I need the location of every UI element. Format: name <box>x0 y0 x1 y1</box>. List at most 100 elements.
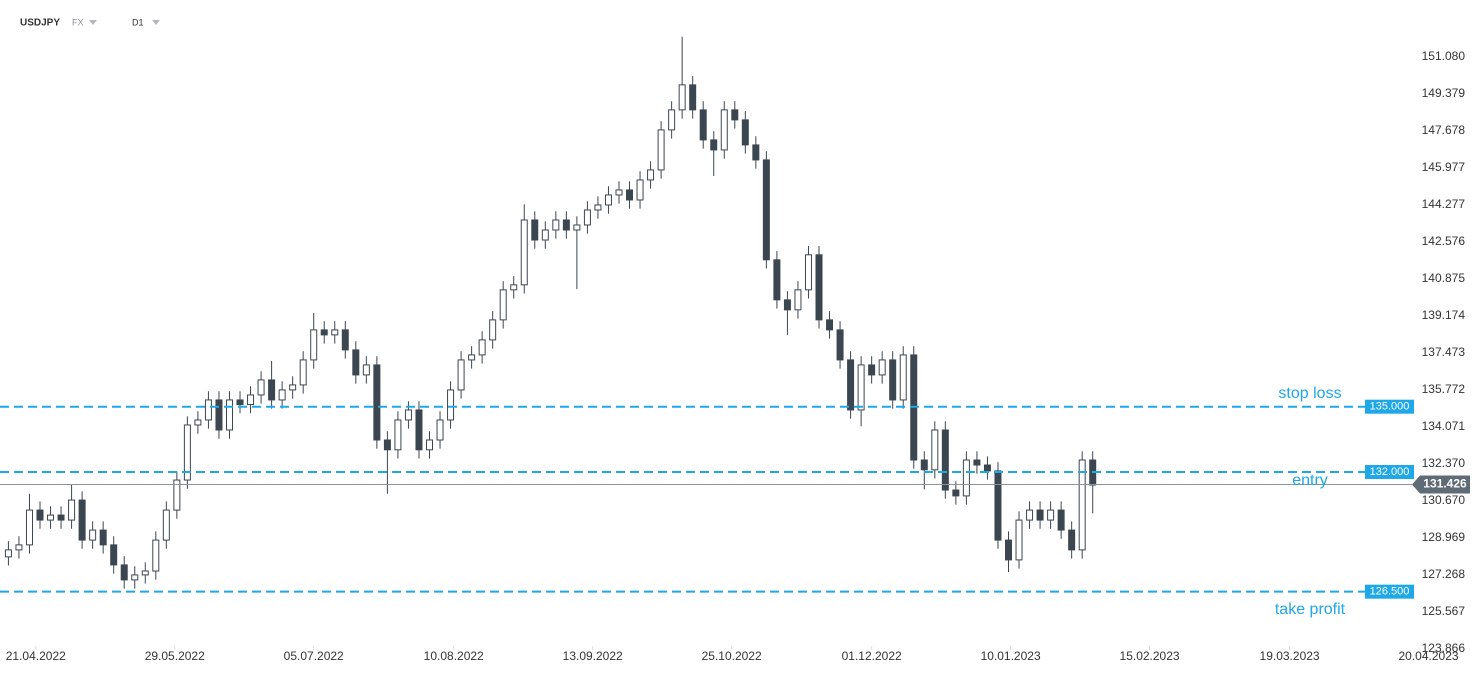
candle-body <box>573 224 581 231</box>
candle-body <box>36 509 44 521</box>
candle-body <box>131 574 139 581</box>
candle-body <box>499 289 507 321</box>
candle-body <box>110 544 118 566</box>
candle-body <box>720 109 728 151</box>
candle-body <box>289 384 297 391</box>
x-tick-label: 15.02.2023 <box>1120 649 1180 663</box>
candle-body <box>204 399 212 421</box>
candle-body <box>278 389 286 401</box>
candle-body <box>268 379 276 401</box>
candle-body <box>804 254 812 291</box>
y-tick-label: 127.268 <box>1422 567 1466 581</box>
candle-body <box>320 329 328 336</box>
candle-body <box>657 129 665 171</box>
candle-body <box>352 349 360 376</box>
candle-body <box>415 409 423 451</box>
candle-body <box>668 109 676 131</box>
y-tick-label: 125.567 <box>1422 604 1466 618</box>
candle-body <box>531 219 539 241</box>
level-tag <box>1365 584 1414 599</box>
x-tick-label: 01.12.2022 <box>842 649 902 663</box>
candle-body <box>173 479 181 511</box>
last-price-tag <box>1412 475 1470 494</box>
y-tick-label: 135.772 <box>1422 382 1466 396</box>
candle-body <box>436 419 444 441</box>
x-tick-label: 19.03.2023 <box>1260 649 1320 663</box>
y-tick-label: 132.370 <box>1422 456 1466 470</box>
candle-body <box>899 354 907 401</box>
market[interactable]: FX <box>72 17 84 27</box>
candle-body <box>1015 519 1023 561</box>
candle-body <box>615 189 623 196</box>
candle-body <box>889 359 897 401</box>
candle-body <box>257 379 265 396</box>
level-name: entry <box>1292 472 1328 489</box>
level-name: take profit <box>1275 601 1346 618</box>
candle-body <box>636 179 644 201</box>
dropdown-arrow[interactable] <box>89 20 97 25</box>
level-tag <box>1365 464 1414 479</box>
candle-body <box>762 159 770 261</box>
candle-body <box>783 299 791 311</box>
y-tick-label: 149.379 <box>1422 86 1466 100</box>
candle-body <box>710 139 718 151</box>
candle-body <box>1068 529 1076 551</box>
candle-body <box>404 409 412 421</box>
candle-body <box>310 329 318 361</box>
candle-body <box>699 109 707 141</box>
candle-body <box>457 359 465 391</box>
candle-body <box>89 529 97 541</box>
dropdown-arrow[interactable] <box>152 20 160 25</box>
x-tick-label: 20.04.2023 <box>1398 649 1458 663</box>
candle-body <box>1004 539 1012 561</box>
candle-body <box>583 209 591 226</box>
candle-body <box>1057 509 1065 531</box>
candle-body <box>552 219 560 231</box>
level-value: 135.000 <box>1370 401 1410 413</box>
candle-body <box>815 254 823 321</box>
candle-body <box>836 329 844 361</box>
candle-body <box>773 259 781 301</box>
candle-body <box>362 364 370 376</box>
symbol[interactable]: USDJPY <box>20 18 60 29</box>
candle-body <box>857 364 865 411</box>
candle-body <box>604 194 612 206</box>
candle-body <box>68 499 76 521</box>
candle-body <box>236 399 244 406</box>
candle-body <box>520 219 528 286</box>
candle-body <box>15 544 23 551</box>
candle-body <box>373 364 381 441</box>
candle-body <box>994 470 1002 541</box>
x-tick-label: 10.01.2023 <box>981 649 1041 663</box>
candle-body <box>594 204 602 211</box>
x-tick-label: 29.05.2022 <box>145 649 205 663</box>
candle-body <box>183 424 191 481</box>
candle-body <box>678 84 686 111</box>
candle-body <box>794 289 802 311</box>
candle-body <box>741 119 749 146</box>
x-tick-label: 10.08.2022 <box>424 649 484 663</box>
y-tick-label: 151.080 <box>1422 49 1466 63</box>
candle-body <box>47 514 55 521</box>
candle-body <box>689 84 697 111</box>
y-tick-label: 145.977 <box>1422 160 1466 174</box>
candle-body <box>152 539 160 572</box>
y-tick-label: 147.678 <box>1422 123 1466 137</box>
y-tick-label: 142.576 <box>1422 234 1466 248</box>
candle-body <box>468 354 476 361</box>
candle-body <box>952 489 960 497</box>
candle-body <box>647 169 655 181</box>
candle-body <box>225 399 233 431</box>
candle-body <box>141 570 149 576</box>
candle-body <box>878 359 886 376</box>
x-tick-label: 05.07.2022 <box>284 649 344 663</box>
candle-body <box>383 439 391 451</box>
timeframe[interactable]: D1 <box>132 17 144 27</box>
candle-body <box>847 359 855 411</box>
last-price-label: 131.426 <box>1423 477 1467 491</box>
candle-body <box>215 399 223 431</box>
candle-body <box>920 459 928 471</box>
candle-body <box>247 394 255 406</box>
candle-body <box>162 509 170 541</box>
